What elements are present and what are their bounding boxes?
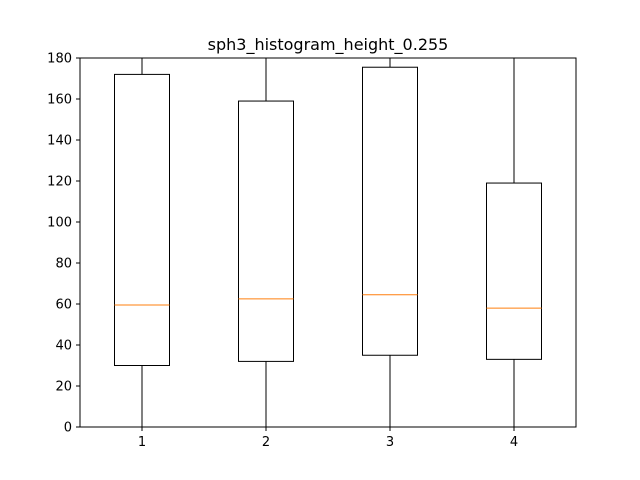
y-tick-label: 20	[55, 380, 72, 395]
y-tick-label: 120	[47, 175, 72, 190]
y-tick-label: 80	[55, 257, 72, 272]
box-body	[114, 73, 170, 367]
y-tick-label: 60	[55, 298, 72, 313]
box-body	[238, 100, 294, 362]
x-tick-label: 4	[510, 435, 518, 450]
boxplot-marks	[114, 57, 542, 428]
box-4	[486, 57, 542, 428]
box-2	[238, 57, 294, 428]
x-tick-label: 1	[138, 435, 146, 450]
x-tick-label: 2	[262, 435, 270, 450]
y-tick-label: 140	[47, 134, 72, 149]
y-tick-label: 100	[47, 216, 72, 231]
box-body	[486, 182, 542, 360]
y-tick-label: 180	[47, 52, 72, 67]
x-tick-label: 3	[386, 435, 394, 450]
y-tick-label: 40	[55, 339, 72, 354]
box-1	[114, 57, 170, 428]
y-tick-label: 160	[47, 93, 72, 108]
axes: 0 20 40 60 80 100 120 140 160 180 1 2 3 4	[47, 52, 577, 450]
box-body	[362, 66, 418, 356]
box-3	[362, 57, 418, 428]
axes-frame	[79, 57, 577, 428]
y-tick-label: 0	[64, 421, 72, 436]
chart-title: sph3_histogram_height_0.255	[208, 35, 449, 55]
